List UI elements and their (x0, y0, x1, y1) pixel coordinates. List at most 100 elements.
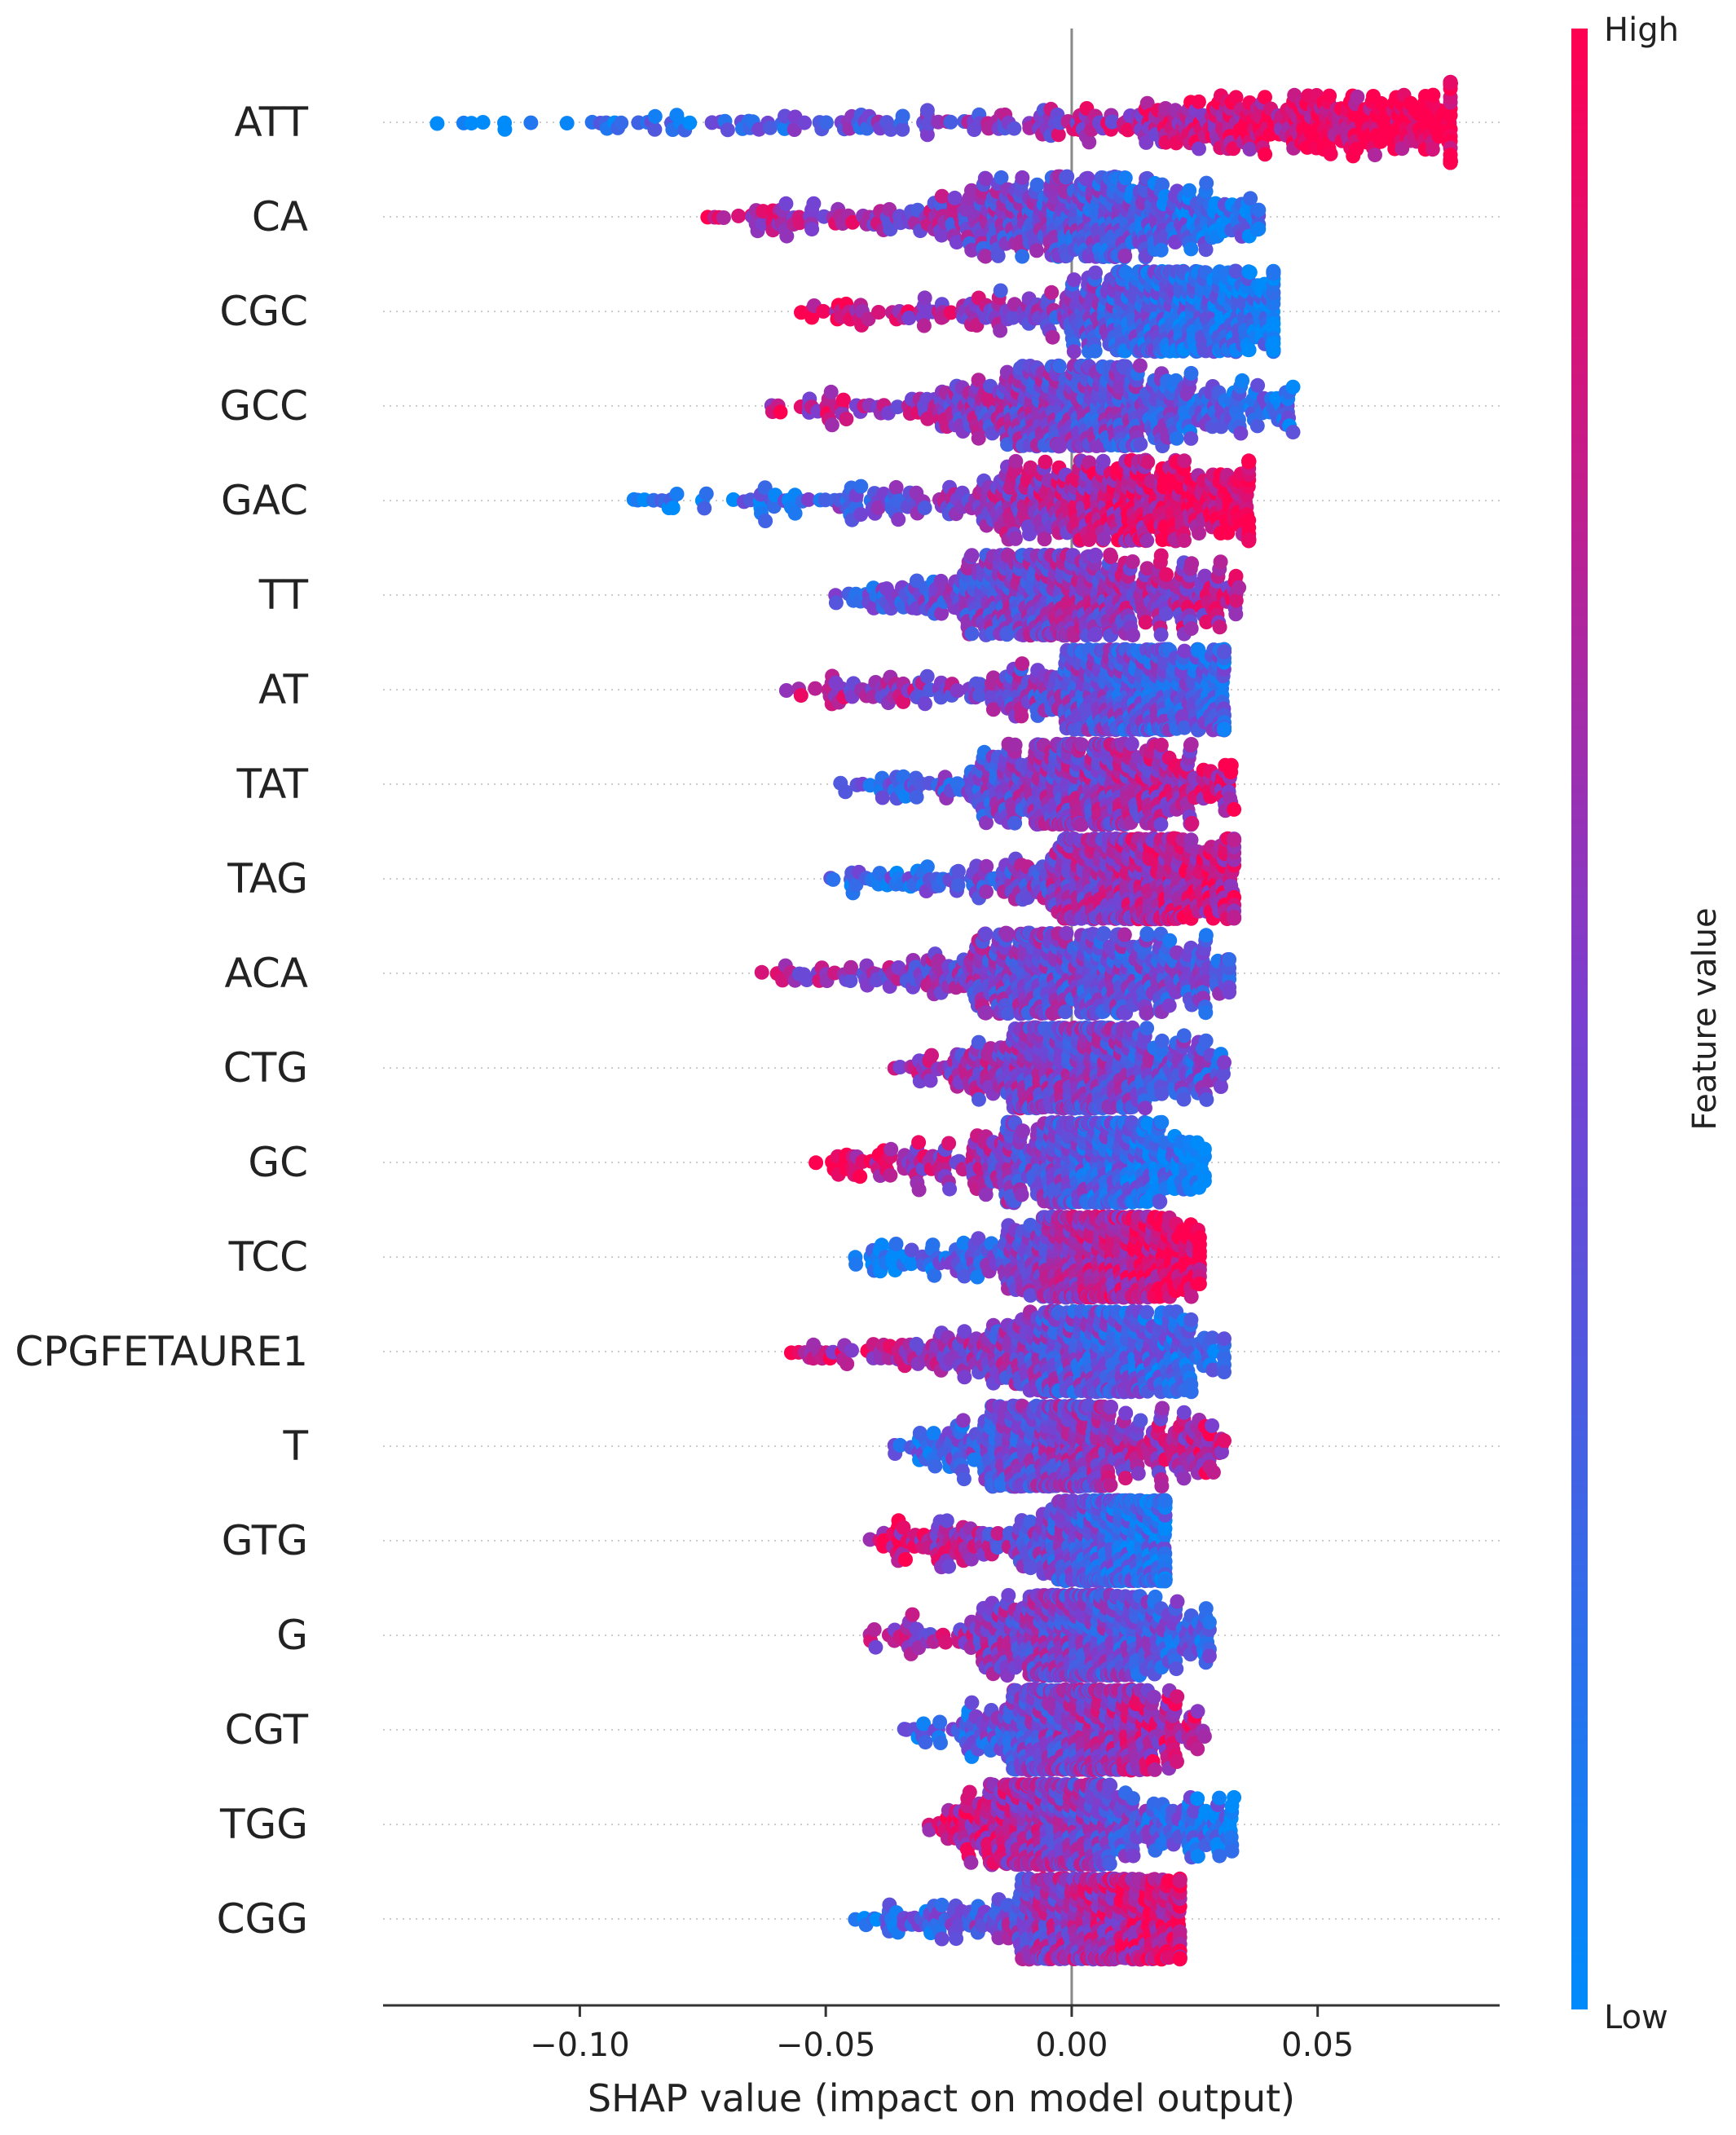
point-at (919, 668, 935, 684)
point-tt (1104, 549, 1119, 565)
point-at (1217, 644, 1232, 659)
point-att (1082, 135, 1097, 150)
point-ca (806, 196, 822, 211)
point-tt (1126, 628, 1140, 643)
point-gac (853, 479, 869, 494)
point-gcc (1285, 379, 1301, 395)
point-cgc (1087, 343, 1103, 359)
point-at (1014, 708, 1029, 724)
point-att (647, 121, 663, 137)
point-tat (1227, 801, 1242, 817)
point-att (895, 108, 910, 124)
point-gac (1177, 453, 1192, 469)
point-gac (891, 512, 906, 527)
point-cgc (993, 283, 1008, 298)
point-gac (1192, 526, 1206, 541)
point-tt (1213, 554, 1228, 570)
point-gac (1139, 533, 1155, 549)
point-ca (1183, 241, 1199, 257)
point-gac (1220, 525, 1236, 540)
point-tat (1183, 737, 1199, 752)
point-tag (950, 863, 966, 879)
point-aca (843, 973, 858, 989)
data-points (430, 74, 1458, 1967)
point-att (919, 103, 935, 118)
point-ca (779, 228, 795, 244)
point-att (1323, 146, 1338, 161)
point-ca (1251, 221, 1267, 236)
point-tat (875, 790, 890, 805)
point-at (1217, 721, 1232, 737)
point-att (1139, 95, 1155, 111)
point-at (793, 688, 809, 704)
point-tag (1227, 832, 1242, 848)
point-tag (950, 877, 966, 893)
point-att (497, 121, 513, 137)
point-att (1104, 114, 1120, 130)
point-att (647, 108, 663, 124)
point-att (1139, 135, 1154, 150)
point-aca (1000, 926, 1016, 942)
point-att (682, 115, 698, 130)
point-ca (994, 170, 1009, 185)
point-att (430, 116, 445, 131)
point-att (895, 121, 910, 137)
point-gcc (1133, 436, 1148, 452)
point-ca (1199, 175, 1214, 191)
point-tt (1228, 607, 1244, 622)
point-tt (964, 626, 980, 642)
point-gcc (1235, 373, 1250, 388)
point-ca (731, 208, 747, 223)
point-gac (1140, 454, 1156, 470)
point-att (1349, 142, 1364, 157)
point-att (818, 115, 834, 130)
point-att (523, 115, 539, 130)
point-att (720, 122, 735, 138)
point-gac (669, 487, 685, 501)
point-gac (917, 500, 932, 515)
point-tt (1232, 580, 1247, 595)
point-att (1425, 142, 1440, 157)
point-att (475, 115, 491, 130)
point-gac (1177, 533, 1192, 549)
point-ca (978, 171, 994, 187)
point-tt (1153, 627, 1169, 642)
point-ca (1182, 183, 1197, 198)
point-ca (990, 248, 1006, 263)
point-cgc (1242, 265, 1258, 280)
point-gac (697, 501, 712, 516)
point-att (1443, 153, 1458, 169)
point-ca (964, 242, 980, 258)
point-att (1192, 141, 1206, 157)
point-tag (826, 871, 841, 887)
point-gac (665, 501, 681, 515)
point-tt (828, 595, 844, 611)
point-tt (1153, 548, 1169, 563)
point-ca (1117, 170, 1133, 186)
point-ca (978, 249, 994, 264)
point-gcc (1183, 365, 1199, 381)
point-gcc (839, 412, 854, 426)
point-ca (1029, 243, 1044, 258)
point-tat (1153, 817, 1169, 832)
point-cgc (1241, 342, 1257, 358)
point-gac (1008, 531, 1023, 546)
point-gcc (823, 384, 839, 399)
point-gcc (1250, 377, 1266, 393)
point-gcc (971, 430, 986, 446)
point-att (1350, 89, 1365, 104)
point-att (943, 114, 958, 130)
point-cgc (917, 290, 932, 306)
point-tat (1184, 815, 1200, 831)
point-att (1191, 94, 1206, 109)
point-cgc (1066, 272, 1082, 288)
point-gcc (1169, 430, 1184, 446)
point-gac (1008, 453, 1024, 469)
point-att (1258, 147, 1273, 162)
point-tt (1212, 620, 1227, 635)
point-gac (1241, 454, 1257, 470)
point-cgc (1266, 342, 1281, 358)
point-tt (1138, 615, 1153, 630)
point-att (1425, 87, 1441, 103)
